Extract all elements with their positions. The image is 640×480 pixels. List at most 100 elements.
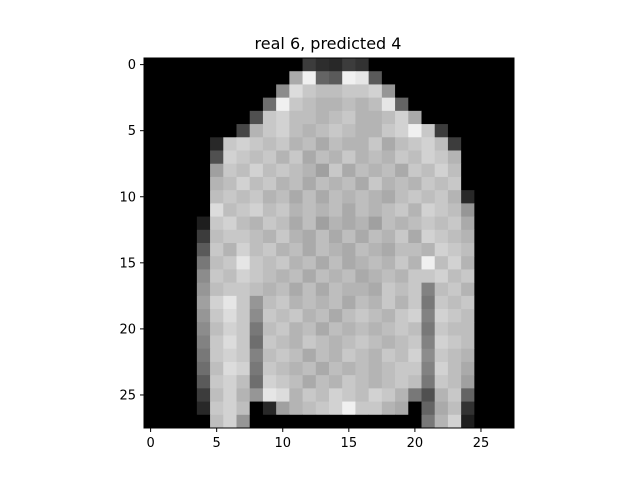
pixel-r3-c8	[249, 97, 264, 112]
pixel-r17-c6	[223, 282, 237, 297]
pixel-r24-c12	[302, 375, 317, 389]
pixel-r16-c21	[421, 269, 436, 284]
pixel-r8-c27	[500, 163, 515, 178]
pixel-r26-c20	[408, 401, 422, 416]
pixel-r9-c11	[289, 176, 303, 191]
pixel-r16-c19	[395, 269, 409, 284]
pixel-r23-c23	[447, 361, 462, 376]
pixel-r11-c8	[249, 203, 264, 217]
pixel-r3-c3	[183, 97, 198, 112]
pixel-r16-c6	[223, 269, 237, 284]
pixel-r8-c9	[262, 163, 277, 178]
pixel-r5-c14	[329, 124, 343, 138]
pixel-r3-c11	[289, 97, 303, 112]
pixel-r20-c8	[249, 322, 264, 336]
pixel-r0-c20	[408, 58, 422, 72]
pixel-r8-c17	[368, 163, 383, 178]
pixel-r3-c9	[262, 97, 277, 112]
pixel-r26-c4	[196, 401, 211, 416]
pixel-r20-c3	[183, 322, 198, 336]
pixel-r24-c9	[262, 375, 277, 389]
pixel-r15-c7	[236, 256, 251, 270]
pixel-r21-c16	[355, 335, 370, 350]
pixel-r11-c7	[236, 203, 251, 217]
pixel-r27-c15	[342, 414, 356, 429]
pixel-r8-c2	[170, 163, 185, 178]
pixel-r25-c13	[315, 388, 330, 402]
pixel-r6-c16	[355, 137, 370, 151]
pixel-r25-c23	[447, 388, 462, 402]
pixel-r0-c22	[434, 58, 449, 72]
pixel-r6-c19	[395, 137, 409, 151]
pixel-r6-c14	[329, 137, 343, 151]
pixel-r1-c8	[249, 71, 264, 85]
pixel-r22-c8	[249, 348, 264, 363]
pixel-r2-c14	[329, 84, 343, 99]
pixel-r18-c12	[302, 295, 317, 310]
pixel-r19-c8	[249, 309, 264, 323]
pixel-r26-c16	[355, 401, 370, 416]
pixel-r2-c13	[315, 84, 330, 99]
pixel-r11-c23	[447, 203, 462, 217]
pixel-r11-c12	[302, 203, 317, 217]
pixel-r18-c11	[289, 295, 303, 310]
pixel-r10-c1	[157, 190, 171, 204]
pixel-r2-c7	[236, 84, 251, 99]
pixel-r25-c25	[474, 388, 488, 402]
pixel-r25-c2	[170, 388, 185, 402]
pixel-r17-c22	[434, 282, 449, 297]
pixel-r18-c16	[355, 295, 370, 310]
pixel-r13-c26	[487, 229, 502, 244]
pixel-r15-c18	[381, 256, 396, 270]
pixel-r6-c1	[157, 137, 171, 151]
pixel-r0-c18	[381, 58, 396, 72]
pixel-r5-c2	[170, 124, 185, 138]
pixel-r17-c14	[329, 282, 343, 297]
pixel-r15-c24	[461, 256, 475, 270]
pixel-r12-c12	[302, 216, 317, 231]
pixel-r15-c22	[434, 256, 449, 270]
pixel-r15-c14	[329, 256, 343, 270]
pixel-r0-c6	[223, 58, 237, 72]
pixel-r26-c19	[395, 401, 409, 416]
pixel-r3-c20	[408, 97, 422, 112]
pixel-r8-c13	[315, 163, 330, 178]
pixel-r8-c21	[421, 163, 436, 178]
pixel-r20-c19	[395, 322, 409, 336]
pixel-r25-c14	[329, 388, 343, 402]
pixel-r27-c4	[196, 414, 211, 429]
pixel-r27-c14	[329, 414, 343, 429]
pixel-r13-c4	[196, 229, 211, 244]
pixel-r24-c17	[368, 375, 383, 389]
pixel-r16-c0	[144, 269, 158, 284]
pixel-r6-c3	[183, 137, 198, 151]
pixel-r13-c9	[262, 229, 277, 244]
pixel-r7-c27	[500, 150, 515, 165]
pixel-r15-c6	[223, 256, 237, 270]
pixel-r6-c12	[302, 137, 317, 151]
pixel-r22-c9	[262, 348, 277, 363]
pixel-r4-c3	[183, 110, 198, 125]
pixel-r19-c3	[183, 309, 198, 323]
pixel-r1-c27	[500, 71, 515, 85]
pixel-r26-c5	[210, 401, 224, 416]
pixel-r20-c10	[276, 322, 290, 336]
pixel-r27-c10	[276, 414, 290, 429]
pixel-r4-c2	[170, 110, 185, 125]
pixel-r15-c0	[144, 256, 158, 270]
pixel-r22-c21	[421, 348, 436, 363]
pixel-r0-c14	[329, 58, 343, 72]
pixel-r3-c23	[447, 97, 462, 112]
pixel-r9-c12	[302, 176, 317, 191]
pixel-r18-c2	[170, 295, 185, 310]
pixel-r5-c4	[196, 124, 211, 138]
pixel-r2-c19	[395, 84, 409, 99]
pixel-r14-c18	[381, 243, 396, 257]
pixel-r12-c17	[368, 216, 383, 231]
pixel-r20-c20	[408, 322, 422, 336]
pixel-r24-c6	[223, 375, 237, 389]
pixel-r21-c2	[170, 335, 185, 350]
pixel-r0-c16	[355, 58, 370, 72]
pixel-r26-c7	[236, 401, 251, 416]
pixel-r22-c13	[315, 348, 330, 363]
